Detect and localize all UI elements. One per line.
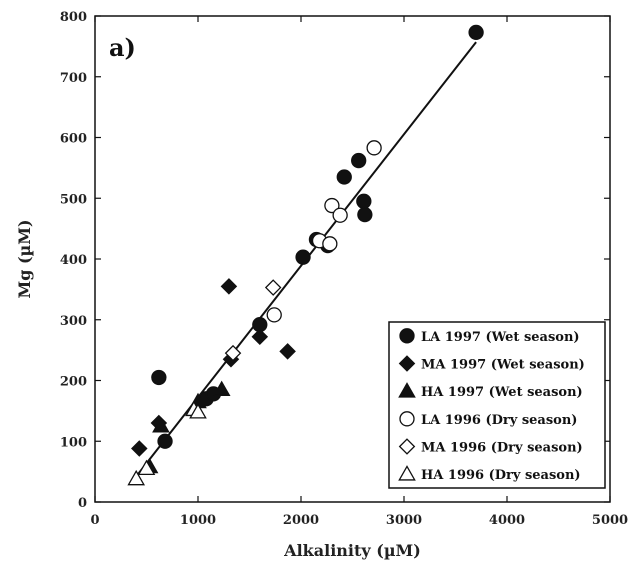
data-point [137, 459, 156, 476]
data-point [220, 278, 238, 295]
legend: LA 1997 (Wet season) MA 1997 (Wet season)… [388, 321, 606, 489]
data-point [152, 417, 170, 433]
legend-entry: HA 1997 (Wet season) [421, 385, 583, 400]
legend-entry: LA 1996 (Dry season) [421, 413, 577, 428]
y-tick-label: 400 [60, 253, 87, 268]
y-axis-title: Mg (µM) [15, 219, 34, 298]
data-point [336, 169, 352, 185]
legend-box [388, 321, 606, 489]
data-point [127, 469, 146, 486]
data-point [266, 307, 282, 323]
data-point [366, 140, 382, 156]
legend-marker [398, 438, 416, 455]
data-point [295, 249, 311, 265]
x-tick-label: 5000 [592, 513, 628, 528]
plot-frame [94, 15, 611, 503]
y-tick-label: 800 [60, 10, 87, 25]
x-axis-title: Alkalinity (µM) [283, 541, 421, 560]
data-point [157, 433, 173, 449]
y-tick-label: 700 [60, 71, 87, 86]
x-tick-label: 0 [90, 513, 99, 528]
x-tick-label: 1000 [180, 513, 216, 528]
y-tick-label: 0 [78, 496, 87, 511]
data-point [468, 24, 484, 41]
axes-layer: 0 1000 2000 3000 4000 5000 0 100 200 300 400 500 600… [60, 10, 628, 528]
data-point [351, 152, 367, 169]
data-point [131, 440, 148, 457]
legend-marker [399, 411, 415, 427]
legend-marker [399, 328, 415, 344]
legend-entry: MA 1996 (Dry season) [421, 441, 583, 456]
y-tick-label: 200 [60, 375, 87, 390]
y-tick-label: 600 [60, 132, 87, 147]
legend-entry: LA 1997 (Wet season) [421, 330, 580, 345]
data-point [264, 279, 282, 296]
points-layer [127, 24, 484, 486]
data-point [151, 369, 167, 386]
x-tick-label: 2000 [283, 513, 319, 528]
legend-entry: MA 1997 (Wet season) [421, 358, 585, 373]
x-tick-label: 4000 [489, 513, 525, 528]
x-tick-label: 3000 [386, 513, 422, 528]
data-point [332, 207, 348, 223]
legend-entry: HA 1996 (Dry season) [421, 468, 581, 483]
legend-marker [398, 355, 416, 372]
data-point [357, 207, 373, 223]
data-point [356, 193, 372, 209]
data-point [189, 403, 207, 419]
data-point [212, 380, 231, 397]
legend-marker [398, 382, 416, 398]
y-tick-label: 500 [60, 192, 87, 207]
data-point [224, 344, 242, 362]
panel-label: a) [109, 33, 136, 62]
data-point [324, 197, 340, 214]
data-point [279, 343, 296, 360]
y-tick-label: 300 [60, 314, 87, 329]
legend-marker [398, 465, 416, 481]
y-tick-label: 100 [60, 435, 87, 450]
data-point [322, 236, 338, 252]
data-point [251, 328, 269, 346]
